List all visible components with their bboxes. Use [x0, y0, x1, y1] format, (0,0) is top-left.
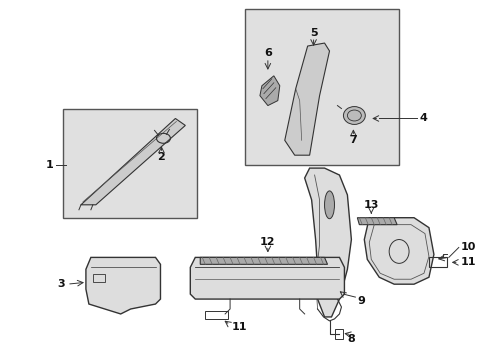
Text: 13: 13 [363, 200, 378, 210]
Polygon shape [304, 168, 351, 317]
Polygon shape [244, 9, 398, 165]
Ellipse shape [324, 191, 334, 219]
Text: 3: 3 [57, 279, 65, 289]
Text: 2: 2 [157, 152, 165, 162]
Polygon shape [260, 76, 279, 105]
Text: 11: 11 [460, 257, 475, 267]
Text: 6: 6 [264, 48, 271, 58]
Text: 4: 4 [418, 113, 426, 123]
Text: 9: 9 [357, 296, 365, 306]
Ellipse shape [343, 107, 365, 125]
Polygon shape [357, 218, 396, 225]
Text: 7: 7 [349, 135, 357, 145]
Text: 11: 11 [232, 322, 247, 332]
Text: 8: 8 [347, 334, 355, 344]
Text: 10: 10 [460, 243, 475, 252]
Polygon shape [200, 257, 327, 264]
Text: 1: 1 [45, 160, 53, 170]
Text: 5: 5 [309, 28, 317, 38]
Polygon shape [81, 118, 185, 205]
Text: 12: 12 [260, 237, 275, 247]
Polygon shape [86, 257, 160, 314]
Polygon shape [190, 257, 344, 299]
Polygon shape [364, 218, 433, 284]
Polygon shape [284, 43, 329, 155]
Polygon shape [63, 109, 197, 218]
